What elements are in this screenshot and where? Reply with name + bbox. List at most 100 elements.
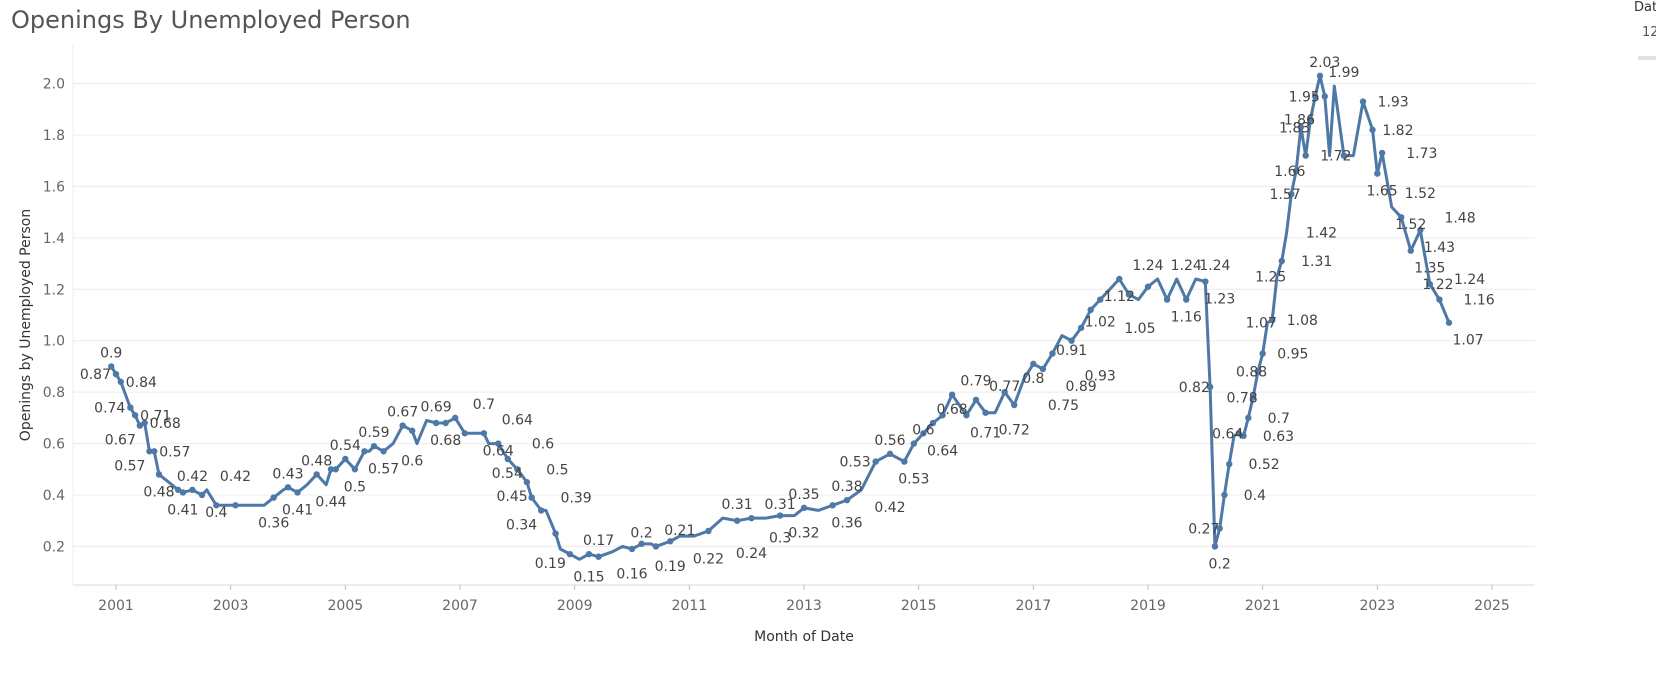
date-filter-slider[interactable] [1638,56,1656,60]
data-label: 1.93 [1378,95,1409,111]
data-point [141,419,148,427]
data-point [1417,226,1424,234]
data-label: 1.08 [1287,313,1318,329]
data-point [1254,368,1262,375]
data-point [452,414,459,422]
data-point [1292,167,1300,175]
data-point [910,440,918,447]
date-filter-label: Dat [1634,0,1656,15]
data-label: 0.22 [693,551,724,567]
data-label: 0.43 [272,466,303,482]
data-point [1144,283,1152,290]
x-tick-2009: 2009 [557,598,593,614]
data-label: 0.64 [502,412,533,428]
data-point [327,466,335,473]
data-label: 0.27 [1188,521,1219,537]
data-point [948,391,956,398]
data-label: 0.31 [722,497,753,513]
data-point [1068,337,1075,344]
data-point [1163,296,1171,303]
data-label: 1.24 [1171,258,1202,274]
data-label: 0.95 [1277,347,1308,363]
data-point [294,489,301,496]
data-label: 1.95 [1289,89,1320,105]
y-tick-0.2: 0.2 [43,539,65,555]
data-point [1302,152,1309,159]
data-point [628,545,636,553]
data-point [332,466,339,473]
y-tick-1.8: 1.8 [43,128,65,144]
data-label: 0.19 [655,559,686,575]
data-point [528,494,535,501]
data-label: 0.42 [177,469,208,485]
date-filter-value[interactable]: 12/ [1642,25,1656,40]
data-point [313,471,320,478]
data-point [1226,460,1233,468]
data-point [1211,543,1219,550]
data-point [1340,152,1348,159]
data-point [370,442,378,450]
data-label: 0.82 [1179,380,1210,396]
data-label: 0.91 [1056,343,1087,359]
data-label: 0.79 [960,374,991,390]
data-point [284,484,292,491]
data-label: 1.52 [1395,217,1426,233]
data-label: 0.36 [831,515,862,531]
data-point [1125,291,1133,298]
data-point [595,553,602,560]
data-label: 1.42 [1306,226,1337,242]
data-label: 1.24 [1132,258,1163,274]
data-point [1374,170,1381,177]
date-filter-card[interactable]: Dat 12/ [1628,0,1656,60]
data-label: 0.68 [430,433,461,449]
data-label: 1.65 [1367,184,1398,200]
data-point [1206,383,1214,391]
data-point [342,455,349,463]
x-tick-2005: 2005 [328,598,364,614]
data-label: 0.9 [100,345,122,361]
data-label: 0.77 [989,379,1020,395]
data-label: 1.52 [1405,186,1436,202]
data-label: 0.54 [330,438,361,454]
data-label: 1.24 [1454,272,1485,288]
data-point [1116,275,1123,283]
data-label: 1.25 [1255,269,1286,285]
data-point [1359,98,1367,105]
data-point [495,440,502,447]
data-point [733,517,741,524]
data-label: 0.8 [1022,371,1044,387]
data-label: 0.53 [839,455,870,471]
data-point [1245,414,1252,422]
data-label: 1.86 [1284,113,1315,129]
data-point [1001,388,1008,396]
data-label: 0.31 [765,497,796,513]
data-label: 0.72 [999,423,1030,439]
data-point [514,466,521,473]
data-label: 0.41 [167,502,198,518]
data-label: 1.43 [1424,240,1455,256]
data-point [213,502,220,509]
data-label: 1.05 [1124,321,1155,337]
data-label: 0.2 [1209,556,1231,572]
data-point [886,450,894,458]
y-tick-1.6: 1.6 [43,179,65,195]
data-point [198,491,206,499]
data-point [1049,350,1056,357]
data-point [939,412,946,419]
y-tick-0.8: 0.8 [43,385,65,401]
data-point [1407,247,1414,254]
data-label: 1.72 [1320,149,1351,165]
data-point [112,370,120,378]
data-label: 0.74 [94,401,125,417]
data-point [504,455,511,463]
data-point [399,422,406,429]
data-label: 0.3 [769,531,791,547]
data-point [1321,93,1328,100]
data-label: 0.7 [1268,411,1290,427]
y-tick-1.0: 1.0 [43,334,65,350]
data-point [776,512,784,519]
data-label: 0.6 [912,423,934,439]
data-label: 0.64 [483,443,514,459]
y-tick-2.0: 2.0 [43,77,65,93]
data-point [872,458,879,465]
